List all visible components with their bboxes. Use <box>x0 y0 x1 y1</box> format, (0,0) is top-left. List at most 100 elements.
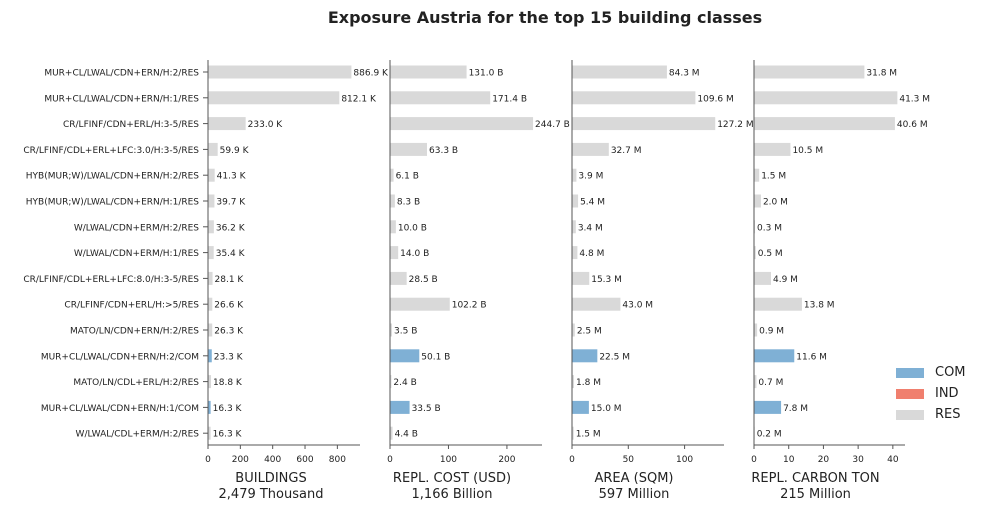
bar <box>572 168 577 182</box>
x-axis-label: BUILDINGS <box>235 471 306 486</box>
data-label: 0.2 M <box>757 430 782 440</box>
data-label: 1.8 M <box>576 378 601 388</box>
bar <box>390 142 428 156</box>
x-tick-label: 50 <box>623 455 635 465</box>
data-label: 1.5 M <box>761 172 786 182</box>
data-label: 43.0 M <box>622 301 653 311</box>
bar <box>572 323 575 337</box>
bar <box>572 426 574 440</box>
bar <box>572 194 579 208</box>
x-tick-label: 40 <box>887 455 899 465</box>
data-label: 84.3 M <box>669 69 700 79</box>
x-tick-label: 600 <box>296 455 313 465</box>
data-label: 0.9 M <box>759 327 784 337</box>
x-tick-label: 200 <box>232 455 249 465</box>
data-label: 14.0 B <box>400 249 429 259</box>
bar <box>572 349 598 363</box>
bar <box>572 297 621 311</box>
x-tick-label: 30 <box>852 455 864 465</box>
data-label: 10.0 B <box>398 223 427 233</box>
data-label: 36.2 K <box>216 223 246 233</box>
data-label: 127.2 M <box>717 120 753 130</box>
data-label: 4.9 M <box>773 275 798 285</box>
bar <box>390 400 410 414</box>
data-label: 18.8 K <box>213 378 243 388</box>
bar <box>754 400 782 414</box>
data-label: 33.5 B <box>412 404 441 414</box>
bar <box>754 246 756 260</box>
legend-label-res: RES <box>935 407 961 422</box>
bar <box>572 117 716 131</box>
bar <box>208 246 214 260</box>
data-label: 31.8 M <box>866 69 897 79</box>
x-axis-label: AREA (SQM) <box>594 471 673 486</box>
x-tick-label: 0 <box>387 455 393 465</box>
x-tick-label: 0 <box>569 455 575 465</box>
data-label: 35.4 K <box>216 249 246 259</box>
x-tick-label: 100 <box>676 455 693 465</box>
data-label: 40.6 M <box>897 120 928 130</box>
bar <box>754 194 761 208</box>
category-label: MUR+CL/LWAL/CDN+ERN/H:2/RES <box>44 69 199 79</box>
x-axis-subtitle: 215 Million <box>780 487 851 502</box>
bar <box>572 220 576 234</box>
data-label: 7.8 M <box>783 404 808 414</box>
bar <box>754 297 802 311</box>
data-label: 50.1 B <box>421 352 450 362</box>
bar <box>390 349 420 363</box>
category-label: W/LWAL/CDL+ERM/H:2/RES <box>76 430 200 440</box>
x-tick-label: 400 <box>264 455 281 465</box>
data-label: 23.3 K <box>214 352 244 362</box>
data-label: 109.6 M <box>697 94 733 104</box>
category-label: CR/LFINF/CDL+ERL+LFC:3.0/H:3-5/RES <box>23 146 199 156</box>
bar <box>208 400 211 414</box>
category-label: W/LWAL/CDN+ERM/H:1/RES <box>74 249 199 259</box>
category-label: MATO/LN/CDL+ERL/H:2/RES <box>73 378 199 388</box>
data-label: 886.9 K <box>353 69 389 79</box>
data-label: 0.3 M <box>757 223 782 233</box>
bar <box>208 271 213 285</box>
data-label: 102.2 B <box>452 301 487 311</box>
bar <box>754 65 865 79</box>
legend-swatch-com <box>896 367 924 378</box>
data-label: 4.4 B <box>395 430 418 440</box>
legend-swatch-ind <box>896 388 924 399</box>
bar <box>208 168 215 182</box>
bar <box>390 194 395 208</box>
data-label: 233.0 K <box>248 120 284 130</box>
bar <box>572 91 696 105</box>
category-label: HYB(MUR;W)/LWAL/CDN+ERN/H:2/RES <box>26 172 200 182</box>
x-axis-subtitle: 1,166 Billion <box>412 487 493 502</box>
data-label: 0.7 M <box>758 378 783 388</box>
bar <box>390 168 394 182</box>
data-label: 812.1 K <box>341 94 377 104</box>
x-tick-label: 200 <box>498 455 515 465</box>
legend-label-ind: IND <box>935 386 959 401</box>
bar <box>754 349 795 363</box>
bar <box>208 65 352 79</box>
bar <box>390 220 396 234</box>
category-label: MUR+CL/LWAL/CDN+ERN/H:1/RES <box>44 94 199 104</box>
data-label: 15.3 M <box>591 275 622 285</box>
legend-item-ind: IND <box>896 383 966 404</box>
x-tick-label: 100 <box>440 455 457 465</box>
bar <box>390 297 450 311</box>
bar <box>208 426 211 440</box>
bar <box>208 349 212 363</box>
data-label: 3.4 M <box>578 223 603 233</box>
x-axis-subtitle: 2,479 Thousand <box>219 487 324 502</box>
data-label: 26.6 K <box>214 301 244 311</box>
data-label: 244.7 B <box>535 120 570 130</box>
bar <box>754 117 895 131</box>
category-label: MATO/LN/CDN+ERN/H:2/RES <box>70 327 199 337</box>
data-label: 11.6 M <box>796 352 827 362</box>
bar <box>754 168 760 182</box>
x-tick-label: 20 <box>818 455 830 465</box>
category-label: HYB(MUR;W)/LWAL/CDN+ERN/H:1/RES <box>26 198 200 208</box>
data-label: 22.5 M <box>599 352 630 362</box>
bar <box>572 142 609 156</box>
category-label: MUR+CL/LWAL/CDN+ERN/H:2/COM <box>41 352 199 362</box>
x-axis-label: REPL. COST (USD) <box>393 471 511 486</box>
legend-item-com: COM <box>896 362 966 383</box>
